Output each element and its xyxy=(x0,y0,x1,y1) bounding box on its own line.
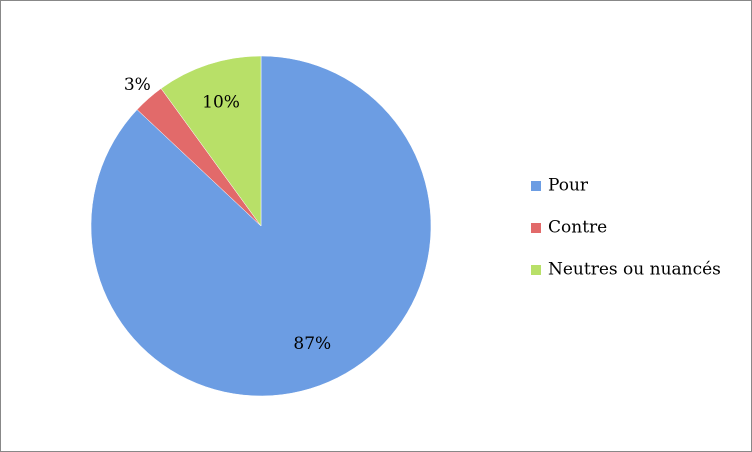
data-label: 3% xyxy=(124,75,151,95)
data-label: 10% xyxy=(202,93,240,113)
pie-slice xyxy=(160,55,262,227)
legend-swatch xyxy=(531,265,541,275)
legend-swatch xyxy=(531,223,541,233)
data-label: 87% xyxy=(293,334,331,354)
legend-label: Contre xyxy=(548,218,607,238)
pie-slice xyxy=(90,55,432,397)
legend-label: Neutres ou nuancés xyxy=(548,260,721,280)
legend-label: Pour xyxy=(548,176,589,196)
legend-swatch xyxy=(531,181,541,191)
